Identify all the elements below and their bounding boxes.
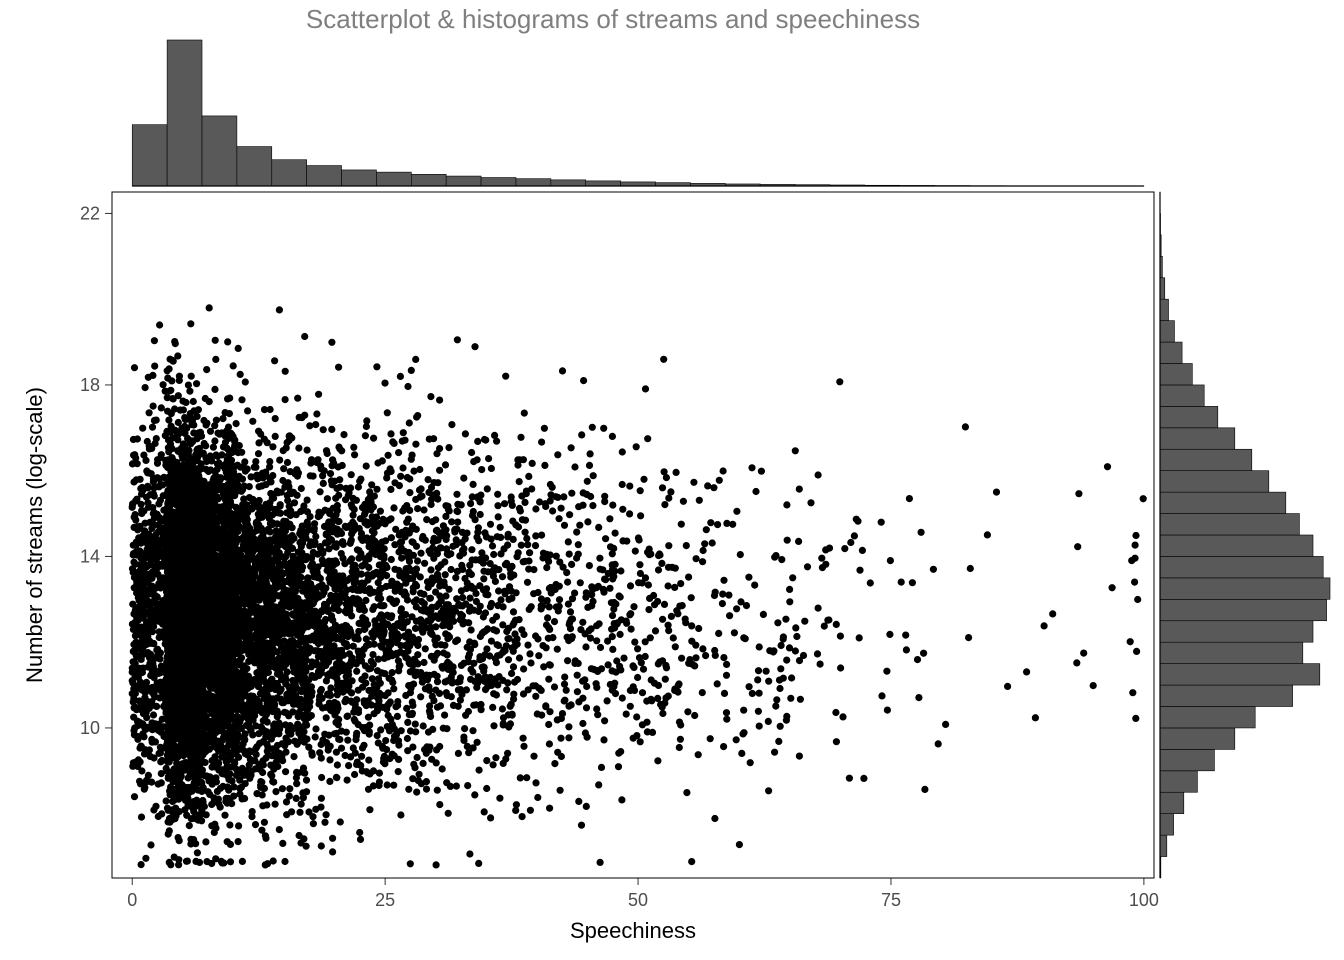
right-hist-bar <box>1160 406 1218 427</box>
y-tick-label: 22 <box>80 203 100 223</box>
right-histogram <box>1160 192 1330 878</box>
y-tick-label: 18 <box>80 375 100 395</box>
right-hist-bar <box>1160 599 1327 620</box>
chart-root: Scatterplot & histograms of streams and … <box>0 0 1344 960</box>
scatter-outlier <box>129 677 136 684</box>
x-tick-label: 100 <box>1129 890 1159 910</box>
right-hist-bar <box>1160 749 1214 770</box>
top-hist-bar <box>516 179 551 186</box>
y-tick-label: 10 <box>80 718 100 738</box>
chart-title: Scatterplot & histograms of streams and … <box>306 4 920 34</box>
top-hist-bar <box>621 182 656 186</box>
right-hist-bar <box>1160 728 1235 749</box>
top-histogram <box>132 40 1144 186</box>
top-hist-bar <box>237 147 272 186</box>
right-hist-bar <box>1160 492 1286 513</box>
top-hist-bar <box>376 172 411 186</box>
top-hist-bar <box>446 176 481 186</box>
x-tick-label: 75 <box>881 890 901 910</box>
right-hist-bar <box>1160 514 1299 535</box>
x-tick-label: 25 <box>375 890 395 910</box>
top-hist-bar <box>167 40 202 186</box>
right-hist-bar <box>1160 364 1192 385</box>
right-hist-bar <box>1160 814 1174 835</box>
right-hist-bar <box>1160 321 1174 342</box>
right-hist-bar <box>1160 385 1204 406</box>
top-hist-bar <box>132 125 167 186</box>
top-hist-bar <box>551 180 586 186</box>
top-hist-bar <box>307 166 342 186</box>
right-hist-bar <box>1160 342 1182 363</box>
top-hist-bar <box>342 170 377 186</box>
top-hist-bar <box>272 160 307 186</box>
top-hist-bar <box>586 181 621 186</box>
right-hist-bar <box>1160 449 1252 470</box>
x-tick-label: 50 <box>628 890 648 910</box>
right-hist-bar <box>1160 835 1167 856</box>
right-hist-bar <box>1160 664 1320 685</box>
x-tick-label: 0 <box>127 890 137 910</box>
scatter-outlier <box>129 690 136 697</box>
top-hist-bar <box>411 174 446 186</box>
x-axis-label: Speechiness <box>570 918 696 943</box>
right-hist-bar <box>1160 278 1165 299</box>
right-hist-bar <box>1160 556 1323 577</box>
right-hist-bar <box>1160 535 1313 556</box>
right-hist-bar <box>1160 642 1303 663</box>
right-hist-bar <box>1160 685 1293 706</box>
right-hist-bar <box>1160 771 1197 792</box>
y-axis-label: Number of streams (log-scale) <box>22 387 47 683</box>
right-hist-bar <box>1160 428 1235 449</box>
right-hist-bar <box>1160 621 1313 642</box>
right-hist-bar <box>1160 299 1169 320</box>
right-hist-bar <box>1160 578 1330 599</box>
right-hist-bar <box>1160 792 1184 813</box>
y-tick-label: 14 <box>80 546 100 566</box>
top-hist-bar <box>481 178 516 186</box>
right-hist-bar <box>1160 707 1255 728</box>
right-hist-bar <box>1160 471 1269 492</box>
top-hist-bar <box>202 116 237 186</box>
